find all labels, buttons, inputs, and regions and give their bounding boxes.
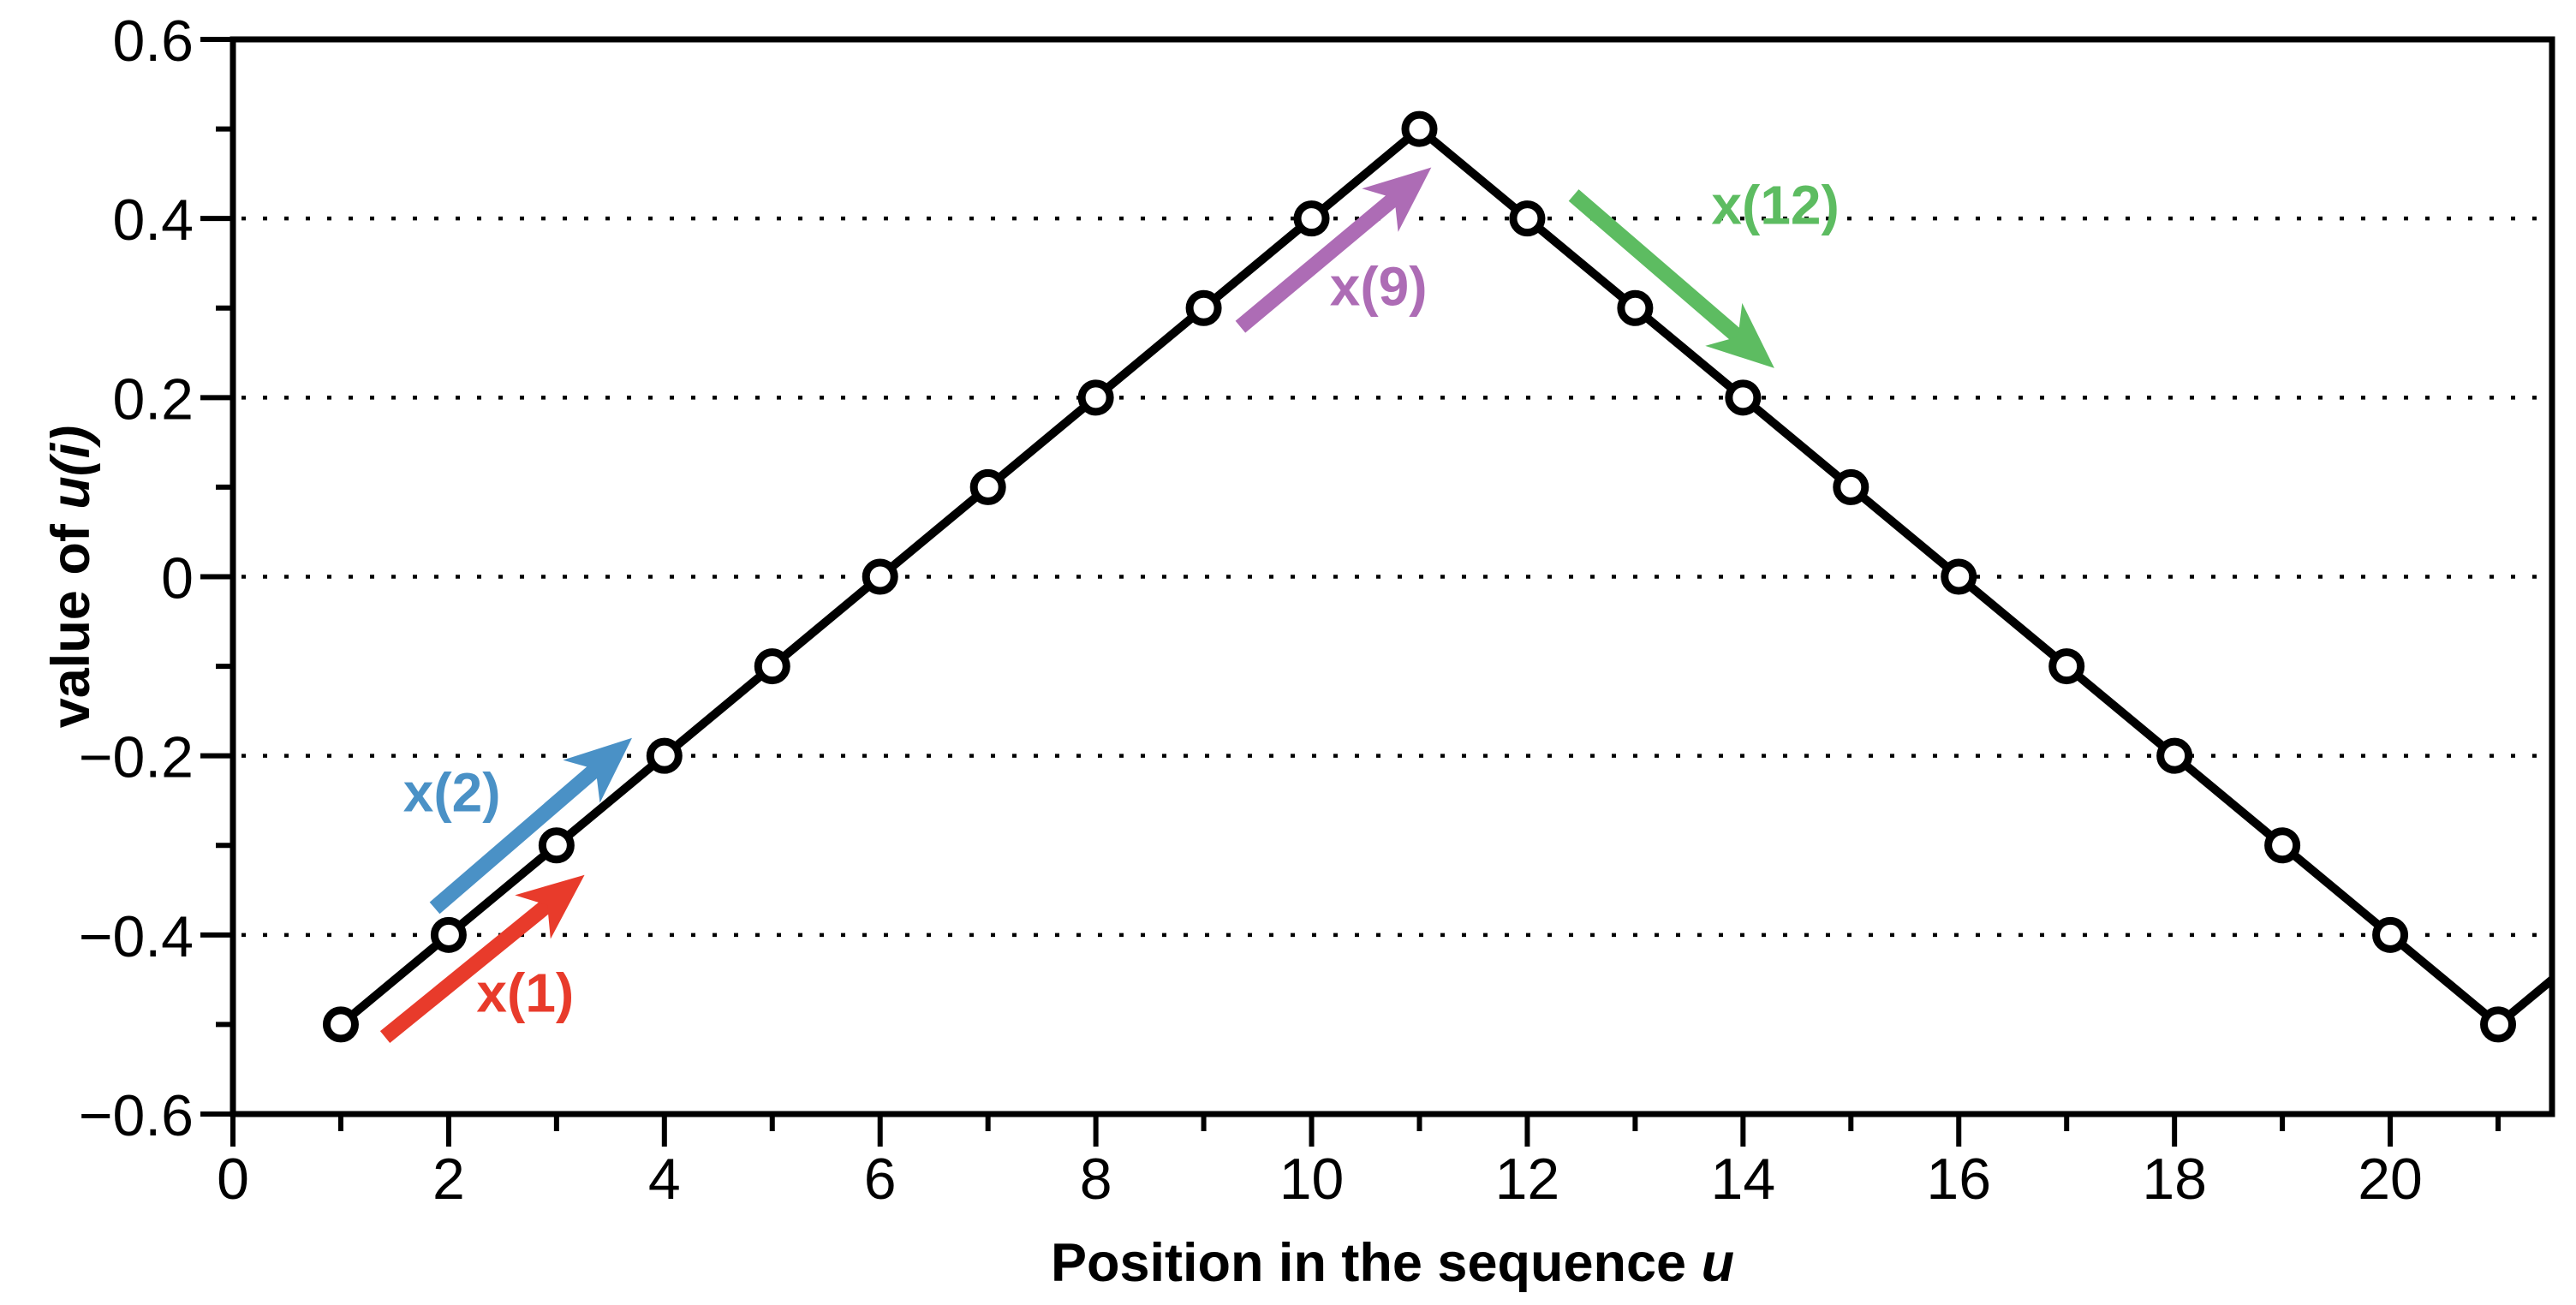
x-tick-label-10: 10 [1279,1147,1345,1212]
data-point-marker-2 [430,916,467,953]
annotation-arrow-shaft-x(9) [1235,188,1404,333]
data-line [337,123,2555,1030]
y-tick-label-0.6: 0.6 [112,9,194,74]
y-tick-label-0.4: 0.4 [112,188,194,253]
x-tick-label-8: 8 [1080,1147,1112,1212]
annotation-label-x(9): x(9) [1330,256,1428,318]
y-axis-title-italic: u(i) [41,426,101,509]
y-tick-label--0.6: −0.6 [79,1083,194,1148]
data-point-marker-19 [2264,827,2301,864]
data-point-marker-12 [1509,200,1546,237]
annotation-label-x(2): x(2) [403,761,501,823]
annotation-label-x(12): x(12) [1711,174,1839,235]
annotation-arrow-head-x(9) [1362,167,1432,232]
x-tick-label-18: 18 [2142,1147,2207,1212]
annotation-arrow-head-x(2) [563,737,633,803]
data-point-marker-11 [1401,110,1438,147]
y-tick-label--0.2: −0.2 [79,725,194,790]
y-tick-label-0: 0 [161,546,194,611]
annotation-arrow-head-x(1) [515,874,585,939]
data-point-marker-5 [754,648,790,685]
data-point-marker-16 [1941,558,1977,595]
y-tick-label--0.4: −0.4 [79,904,194,969]
annotation-label-x(1): x(1) [476,962,574,1024]
annotation-arrow-shaft-x(1) [379,896,557,1044]
x-tick-label-0: 0 [217,1147,249,1212]
data-point-marker-15 [1833,468,1869,505]
data-point-marker-13 [1617,289,1654,326]
x-tick-label-20: 20 [2358,1147,2423,1212]
annotation-arrow-head-x(12) [1705,302,1774,368]
x-tick-label-6: 6 [864,1147,897,1212]
x-tick-label-14: 14 [1711,1147,1776,1212]
data-point-marker-8 [1077,379,1114,416]
data-point-marker-9 [1185,289,1222,326]
y-axis-title: value of u(i) [41,426,101,729]
data-point-marker-17 [2048,648,2085,685]
y-axis-title-main: value of [41,509,101,729]
y-tick-label-0.2: 0.2 [112,366,194,432]
x-tick-label-16: 16 [1926,1147,1991,1212]
x-tick-label-2: 2 [432,1147,465,1212]
x-axis-title-main: Position in the sequence [1051,1233,1702,1293]
data-point-marker-21 [2480,1006,2517,1043]
annotation-arrow-shaft-x(12) [1568,189,1747,347]
annotation-arrow-shaft-x(2) [429,760,605,915]
x-tick-label-4: 4 [648,1147,681,1212]
data-point-marker-10 [1293,200,1330,237]
data-point-marker-4 [646,737,683,774]
data-point-marker-14 [1725,379,1762,416]
data-point-marker-7 [969,468,1006,505]
data-point-marker-1 [322,1006,359,1043]
data-point-marker-6 [862,558,898,595]
x-tick-label-12: 12 [1495,1147,1560,1212]
data-point-marker-18 [2156,737,2193,774]
x-axis-title: Position in the sequence u [1051,1233,1734,1293]
data-point-marker-3 [538,827,575,864]
x-axis-title-italic: u [1702,1233,1734,1293]
data-point-marker-20 [2372,916,2409,953]
